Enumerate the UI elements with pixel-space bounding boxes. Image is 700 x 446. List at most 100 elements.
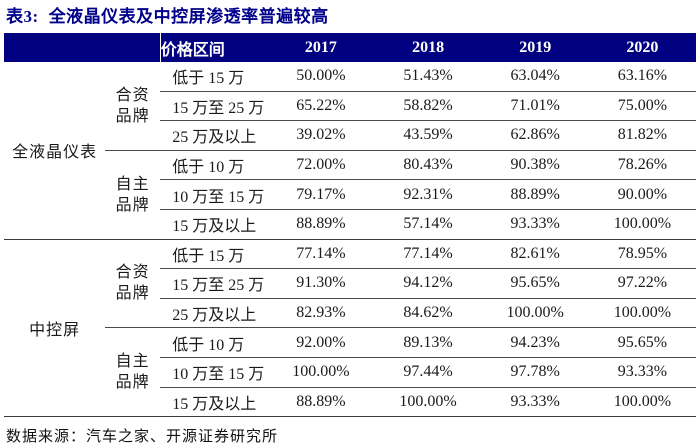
value-cell: 71.01%: [481, 90, 589, 121]
value-cell: 58.82%: [374, 90, 482, 121]
value-cell: 93.33%: [481, 208, 589, 240]
price-range-cell: 10 万至 15 万: [160, 356, 268, 388]
value-cell: 100.00%: [588, 297, 696, 328]
value-cell: 95.65%: [481, 268, 589, 299]
category-cell: 全液晶仪表: [12, 144, 98, 162]
price-range-cell: 25 万及以上: [160, 120, 268, 151]
value-cell: 77.14%: [374, 238, 482, 269]
value-cell: 78.26%: [588, 149, 696, 180]
value-cell: 63.04%: [510, 67, 560, 85]
table-row: 15 万及以上 88.89% 100.00% 93.33% 100.00%: [4, 386, 696, 417]
brand-cell: 合资 品牌: [105, 62, 160, 150]
table-row: 自主品牌 低于 10 万 92.00% 89.13% 94.23% 95.65%: [4, 327, 696, 417]
price-range-cell: 15 万至 25 万: [160, 90, 268, 121]
category-cell: 中控屏: [4, 238, 106, 417]
value-cell: 62.86%: [481, 120, 589, 151]
value-cell: 65.22%: [267, 90, 375, 121]
price-range-cell: 15 万及以上: [160, 386, 268, 417]
value-cell: 72.00%: [267, 149, 375, 180]
brand-cell: 自主 品牌: [105, 327, 161, 417]
price-range-cell: 低于 15 万: [160, 238, 268, 269]
value-cell: 97.22%: [588, 268, 696, 299]
value-cell: 92.31%: [374, 179, 482, 210]
table-title-text: 全液晶仪表及中控屏渗透率普遍较高: [48, 7, 329, 26]
price-range-cell: 25 万及以上: [160, 297, 268, 328]
value-cell: 51.43%: [403, 67, 453, 85]
brand-label-line: 品牌: [115, 374, 150, 392]
price-range-cell: 低于 10 万: [160, 149, 268, 180]
value-cell: 77.14%: [267, 238, 375, 269]
value-cell: 79.17%: [267, 179, 375, 210]
value-cell: 95.65%: [588, 327, 696, 358]
value-cell: 93.33%: [588, 356, 696, 388]
value-cell: 88.89%: [481, 179, 589, 210]
value-cell: 94.23%: [481, 327, 589, 358]
value-cell: 94.12%: [374, 268, 482, 299]
table-row: 15 万至 25 万 91.30% 94.12% 95.65% 97.22%: [4, 268, 696, 299]
brand-cell: 合资 品牌: [105, 238, 161, 328]
table-body: 全液晶仪表 合资 品牌 低于 15 万 50.00% 51.43% 63.04% 63.16%…: [4, 62, 696, 417]
value-cell: 100.00%: [374, 386, 482, 417]
value-cell: 93.33%: [481, 386, 589, 417]
brand-label-line: 自主: [115, 353, 150, 371]
value-cell: 57.14%: [374, 208, 482, 240]
table-header-row: 价格区间 2017 2018 2019 2020: [4, 33, 696, 62]
value-cell: 97.78%: [481, 356, 589, 388]
brand-label-line: 自主: [115, 175, 150, 193]
value-cell: 90.38%: [481, 149, 589, 180]
penetration-table: 价格区间 2017 2018 2019 2020 全液晶仪表 合资 品牌 低于 15 …: [4, 33, 696, 418]
table-row: 全液晶仪表 合资 品牌 低于 15 万 50.00% 51.43% 63.04% 63.16%: [4, 62, 696, 161]
price-range-cell: 低于 15 万: [172, 70, 245, 88]
table-row: 10 万至 15 万 100.00% 97.44% 97.78% 93.33%: [4, 356, 696, 388]
value-cell: 88.89%: [267, 386, 375, 417]
value-cell: 43.59%: [374, 120, 482, 151]
value-cell: 80.43%: [374, 149, 482, 180]
price-range-cell: 15 万至 25 万: [160, 268, 268, 299]
value-cell: 50.00%: [296, 67, 346, 85]
header-year-2018: 2018: [374, 33, 482, 62]
value-cell: 39.02%: [267, 120, 375, 151]
value-cell: 89.13%: [374, 327, 482, 358]
table-row: 25 万及以上 82.93% 84.62% 100.00% 100.00%: [4, 297, 696, 328]
brand-label-line: 品牌: [115, 196, 150, 214]
value-cell: 100.00%: [588, 386, 696, 417]
value-cell: 100.00%: [267, 356, 375, 388]
value-cell: 97.44%: [374, 356, 482, 388]
header-year-2017: 2017: [267, 33, 375, 62]
value-cell: 82.61%: [481, 238, 589, 269]
value-cell: 81.82%: [588, 120, 696, 151]
table-row: 中控屏 合资 品牌 低于 15 万 77.14% 77.14% 82.61% 78.95%: [4, 238, 696, 417]
table-row: 15 万至 25 万 65.22% 58.82% 71.01% 75.00%: [4, 90, 696, 121]
header-year-2019: 2019: [481, 33, 589, 62]
header-price-range: 价格区间: [160, 33, 268, 62]
table-row: 15 万及以上 88.89% 57.14% 93.33% 100.00%: [4, 208, 696, 240]
value-cell: 63.16%: [617, 67, 668, 85]
value-cell: 82.93%: [267, 297, 375, 328]
value-cell: 100.00%: [588, 208, 696, 240]
value-cell: 92.00%: [267, 327, 375, 358]
brand-label-line: 品牌: [115, 285, 150, 303]
data-source-note: 数据来源：汽车之家、开源证券研究所: [6, 429, 279, 446]
brand-label-line: 合资: [115, 264, 150, 282]
price-range-cell: 低于 10 万: [160, 327, 268, 358]
header-year-2020: 2020: [588, 33, 696, 62]
value-cell: 75.00%: [588, 90, 696, 121]
table-row: 25 万及以上 39.02% 43.59% 62.86% 81.82%: [4, 120, 696, 151]
price-range-cell: 15 万及以上: [160, 208, 268, 240]
price-range-cell: 10 万至 15 万: [160, 179, 268, 210]
table-number: 表3:: [6, 7, 39, 26]
brand-label-line: 品牌: [115, 107, 150, 125]
value-cell: 91.30%: [267, 268, 375, 299]
table-row: 10 万至 15 万 79.17% 92.31% 88.89% 90.00%: [4, 179, 696, 210]
table-title: 表3: 全液晶仪表及中控屏渗透率普遍较高: [4, 5, 696, 33]
value-cell: 100.00%: [481, 297, 589, 328]
value-cell: 84.62%: [374, 297, 482, 328]
value-cell: 88.89%: [267, 208, 375, 240]
value-cell: 78.95%: [588, 238, 696, 269]
brand-label-line: 合资: [115, 86, 150, 104]
table-row: 自主品牌 低于 10 万 72.00% 80.43% 90.38% 78.26%: [4, 149, 696, 240]
value-cell: 90.00%: [588, 179, 696, 210]
brand-cell: 自主 品牌: [105, 149, 161, 240]
header-corner-cell: [4, 33, 161, 62]
